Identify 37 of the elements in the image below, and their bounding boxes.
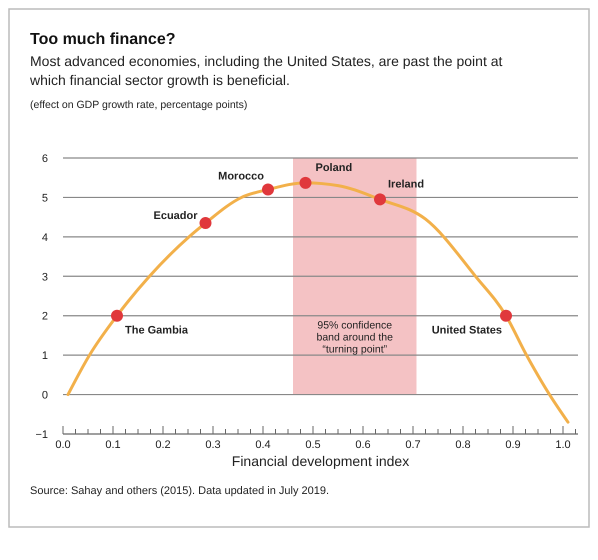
point bbox=[300, 176, 312, 189]
annotation: Poland bbox=[316, 162, 352, 174]
point bbox=[374, 193, 386, 206]
x-tick-label: 0.1 bbox=[105, 439, 121, 451]
annotation: Ecuador bbox=[153, 210, 198, 222]
y-tick-label: 6 bbox=[42, 153, 48, 165]
y-tick-label: 1 bbox=[42, 350, 48, 362]
annotation: Morocco bbox=[218, 170, 264, 183]
annotation: The Gambia bbox=[125, 324, 189, 337]
chart-subtitle: Most advanced economies, including the United States, are past the point at which financial sector growth is beneficial. bbox=[29, 53, 503, 88]
y-tick-label: 3 bbox=[42, 271, 48, 284]
point bbox=[200, 217, 212, 230]
x-tick-label: 0.5 bbox=[305, 439, 321, 451]
y-tick-label: 2 bbox=[42, 310, 48, 323]
x-tick-label: 1.0 bbox=[555, 439, 571, 451]
point bbox=[262, 184, 274, 196]
annotation: United States bbox=[432, 324, 502, 337]
point bbox=[111, 310, 123, 322]
x-tick-label: 0.6 bbox=[355, 439, 371, 451]
y-axis-title: (effect on GDP growth rate, percentage points) bbox=[30, 99, 248, 111]
x-tick-label: 0.3 bbox=[205, 439, 221, 451]
x-axis-title: Financial development index bbox=[232, 453, 410, 469]
y-tick-label: −1 bbox=[35, 429, 48, 441]
x-tick-label: 0.0 bbox=[55, 439, 71, 451]
x-tick-label: 0.2 bbox=[155, 439, 171, 451]
source-note: Source: Sahay and others (2015). Data updated in July 2019. bbox=[30, 485, 330, 497]
x-tick-label: 0.4 bbox=[255, 439, 271, 451]
y-tick-label: 4 bbox=[42, 232, 48, 244]
x-tick-label: 0.9 bbox=[505, 439, 521, 451]
chart-title: Too much finance? bbox=[30, 31, 176, 48]
x-tick-label: 0.8 bbox=[455, 439, 471, 451]
point bbox=[500, 310, 512, 322]
annotation: Ireland bbox=[388, 178, 424, 190]
band-label: 95% confidence band around the “turning point” bbox=[316, 320, 394, 356]
y-tick-label: 0 bbox=[42, 390, 48, 402]
y-tick-label: 5 bbox=[42, 192, 48, 204]
x-tick-label: 0.7 bbox=[405, 439, 421, 451]
